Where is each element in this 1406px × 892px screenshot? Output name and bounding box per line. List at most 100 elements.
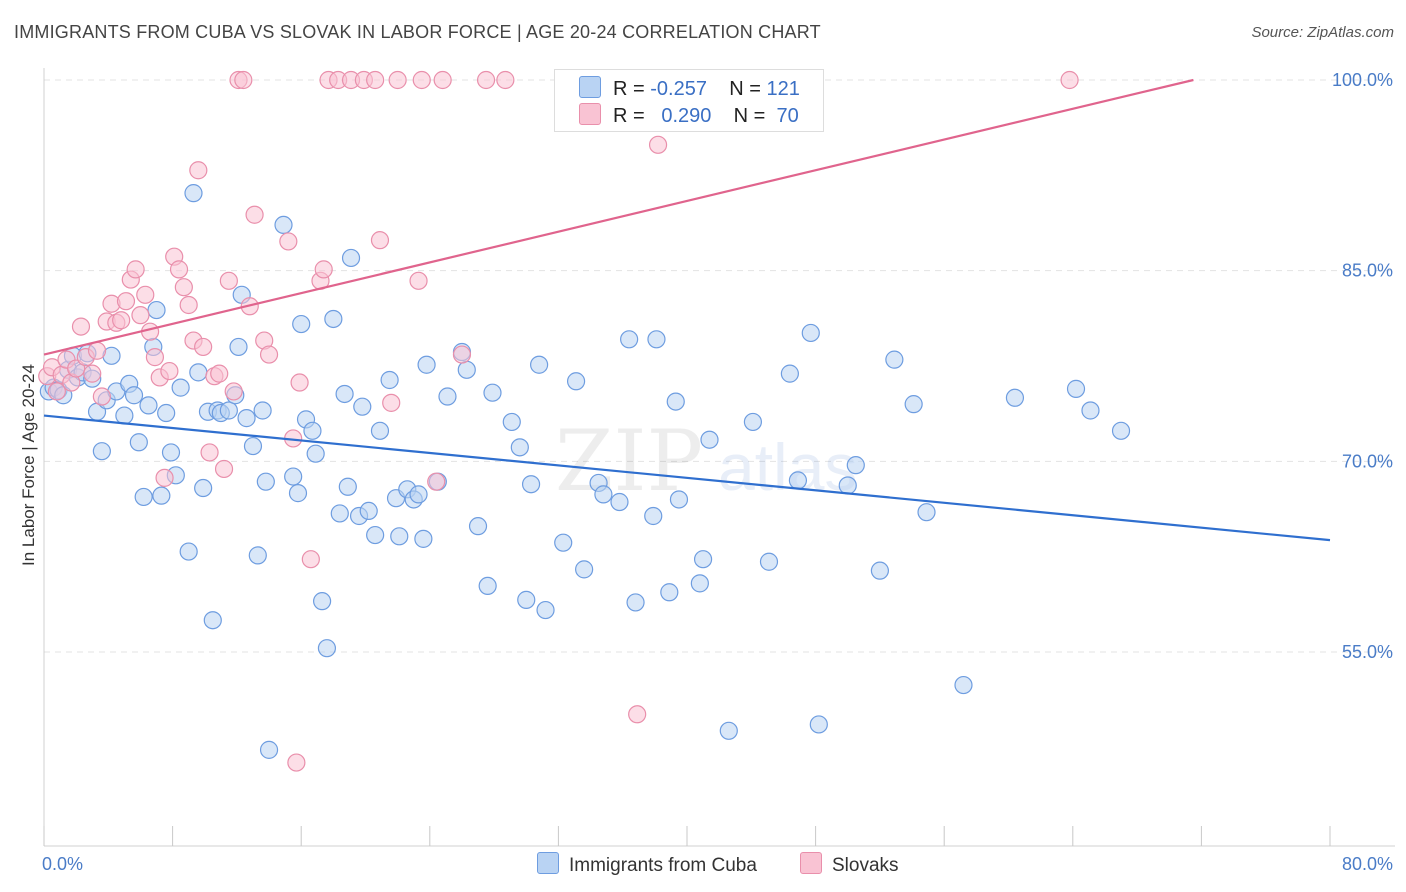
slovak-point [131,306,150,325]
slovak-point [174,278,193,297]
x-tick-label: 0.0% [42,854,83,874]
cuba-point [759,552,779,571]
slovak-point [47,382,66,401]
cuba-point [647,330,666,349]
cuba-point [353,397,372,416]
slovak-point [160,361,179,381]
y-tick-label: 85.0% [1342,261,1393,281]
legend-swatch-cuba [579,76,601,98]
slovak-point [155,468,174,487]
grid-lines [44,79,1395,653]
cuba-point [510,438,529,457]
cuba-point [536,600,555,620]
slovak-point [169,260,189,279]
cuba-point [229,337,248,357]
slovak-point [427,472,446,491]
cuba-point [288,484,308,503]
legend-n-value-slovak: 70 [776,105,799,127]
cuba-point [517,590,536,609]
slovak-point [496,70,515,90]
legend-n-value-cuba: 121 [766,78,800,100]
slovak-point [210,364,229,383]
slovak-point [314,260,333,279]
legend-row-cuba: R = -0.257 N = 121 [579,76,800,102]
y-tick-label: 55.0% [1342,642,1393,662]
cuba-point [157,403,176,423]
cuba-point [189,363,208,382]
trend-lines [43,78,1331,542]
cuba-point [801,323,820,343]
cuba-point [259,740,279,759]
cuba-point [359,501,378,521]
slovak-point [366,70,385,90]
cuba-point [1111,421,1131,440]
cuba-point [620,330,639,349]
cuba-point [1081,401,1100,420]
cuba-point [312,592,332,611]
cuba-point [414,529,433,548]
cuba-point [171,378,190,397]
cuba-point [115,406,134,425]
slovak-point [301,550,320,569]
slovak-point [234,70,253,90]
slovak-point [476,70,496,90]
cuba-point [284,467,303,486]
slovak-point [1060,70,1079,90]
cuba-point [292,314,311,334]
cuba-point [409,485,428,504]
slovak-point [145,348,165,367]
cuba-point [690,574,709,593]
legend-row-slovak: R = 0.290 N = 70 [579,103,799,129]
slovak-point [71,317,91,336]
cuba-point [330,504,349,523]
slovak-point [648,135,668,154]
cuba-point [478,576,497,596]
cuba-point [809,715,828,734]
slovak-point [388,70,407,90]
slovak-point [628,705,647,724]
cuba-point [243,436,263,456]
cuba-point [780,364,799,383]
cuba-point [237,409,256,428]
slovak-point [370,231,390,250]
cuba-point [161,443,181,462]
slovak-point [452,345,472,364]
y-tick-label: 70.0% [1342,451,1393,471]
slovak-point [245,205,264,224]
cuba-point [317,639,337,658]
slovak-point [219,271,238,290]
legend-n-label: N = [729,78,761,100]
cuba-point [575,560,594,579]
cuba-point [341,248,361,268]
cuba-point [660,583,679,602]
slovak-point [279,232,298,251]
cuba-point [370,421,390,440]
cuba-point [457,360,476,379]
cuba-point [669,490,689,509]
cuba-point [554,533,573,552]
bottom-legend-label-slovak: Slovaks [832,855,899,876]
cuba-point [203,611,222,630]
legend-r-label: R = [613,105,645,127]
cuba-point [366,525,385,545]
legend-n-label: N = [733,105,766,127]
cuba-point [438,387,457,406]
slovak-point [200,443,219,462]
slovak-point [136,285,155,304]
slovak-trend-line [43,78,1194,356]
cuba-point [338,477,357,496]
slovak-point [382,393,401,412]
slovak-point [409,271,428,290]
cuba-point [666,392,685,411]
slovak-point [194,337,213,357]
slovak-point [83,364,102,383]
slovak-point [189,161,208,180]
slovak-point [287,753,306,772]
cuba-point [134,487,153,507]
cuba-point [335,384,354,404]
cuba-point [594,485,613,504]
cuba-point [152,486,171,505]
slovak-point [224,382,243,401]
cuba-point [521,475,541,494]
